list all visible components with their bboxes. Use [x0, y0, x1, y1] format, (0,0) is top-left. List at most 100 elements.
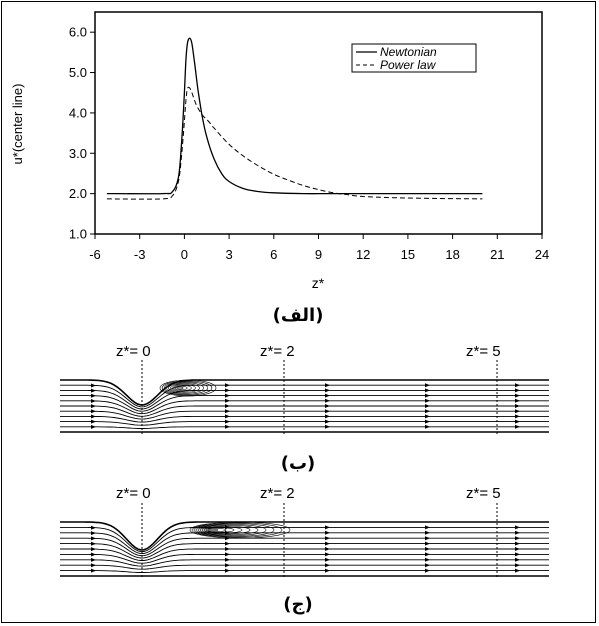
streamline	[60, 526, 549, 553]
flow-arrow	[515, 525, 520, 530]
flow-arrow	[91, 388, 96, 393]
streamline	[60, 559, 549, 567]
streamline	[60, 400, 549, 415]
streamline-panel-newtonian: z*= 0 z*= 2 z*= 5	[60, 343, 549, 434]
recirculation-contour	[191, 522, 283, 538]
streamline	[60, 421, 549, 426]
marker-label-z2: z*= 2	[260, 343, 295, 360]
x-tick-label: 0	[181, 247, 188, 262]
flow-arrow	[225, 552, 230, 557]
legend-box	[351, 43, 477, 73]
x-tick-label: 18	[445, 247, 459, 262]
marker-label-z2: z*= 2	[260, 485, 295, 502]
series-newtonian-line	[106, 37, 483, 195]
flow-arrow	[91, 536, 96, 541]
flow-arrow	[425, 563, 430, 568]
flow-arrow	[91, 547, 96, 552]
flow-arrow	[225, 424, 230, 429]
y-tick-label: 1.0	[69, 227, 87, 242]
y-tick-label: 2.0	[69, 186, 87, 201]
flow-arrow	[91, 393, 96, 398]
flow-arrow	[325, 388, 330, 393]
marker-label-z0: z*= 0	[116, 485, 151, 502]
streamline	[60, 543, 549, 559]
x-tick-label: 12	[356, 247, 370, 262]
flow-arrow	[91, 414, 96, 419]
y-tick-label: 4.0	[69, 105, 87, 120]
flow-arrow	[325, 557, 330, 562]
flow-arrow	[425, 424, 430, 429]
streamline	[60, 532, 549, 555]
flow-arrow	[225, 525, 230, 530]
streamline	[60, 564, 549, 570]
flow-arrow	[91, 419, 96, 424]
flow-arrow	[91, 568, 96, 573]
streamline	[60, 521, 549, 551]
flow-arrow	[515, 404, 520, 408]
flow-arrow	[325, 383, 330, 388]
flow-arrow	[515, 409, 520, 414]
flow-arrow	[91, 557, 96, 562]
flow-arrow	[425, 541, 430, 546]
flow-arrow	[325, 409, 330, 414]
x-tick-label: 15	[401, 247, 415, 262]
flow-arrow	[515, 530, 520, 535]
recirculation-contour	[207, 528, 219, 532]
caption-c: (ج)	[283, 594, 312, 615]
x-tick-label: -6	[89, 247, 101, 262]
y-axis-label: u*(center line)	[10, 84, 25, 165]
flow-arrow	[515, 547, 520, 551]
flow-arrow	[515, 536, 520, 541]
flow-arrow	[425, 404, 430, 408]
flow-arrow	[91, 563, 96, 568]
streamline	[60, 395, 549, 412]
recirculation-contour	[189, 521, 291, 539]
recirculation-contour	[172, 385, 192, 391]
flow-arrow	[515, 557, 520, 562]
legend: Newtonian Power law	[351, 43, 477, 73]
flow-arrow	[325, 547, 330, 551]
recirculation-contour	[168, 383, 200, 393]
flow-arrow	[91, 552, 96, 557]
x-axis-label: z*	[312, 275, 325, 291]
recirculation-contour	[193, 523, 275, 537]
streamline	[60, 389, 549, 410]
flow-arrow	[515, 414, 520, 419]
streamline	[60, 410, 549, 420]
flow-arrow	[325, 536, 330, 541]
marker-label-z5: z*= 5	[466, 343, 501, 360]
streamlines-c	[60, 521, 549, 577]
caption-a: (الف)	[273, 305, 324, 326]
flow-arrow	[425, 393, 430, 398]
flow-arrow	[425, 547, 430, 551]
legend-label-power-law: Power law	[380, 58, 437, 72]
flow-arrow	[425, 388, 430, 393]
flow-arrow	[225, 388, 230, 393]
flow-arrow	[325, 530, 330, 535]
flow-arrow	[91, 404, 96, 409]
flow-arrow	[515, 419, 520, 424]
streamline	[60, 384, 549, 408]
x-tick-label: 6	[270, 247, 277, 262]
x-tick-label: -3	[134, 247, 146, 262]
y-tick-label: 3.0	[69, 146, 87, 161]
streamline	[60, 415, 549, 423]
recirculation-contour	[205, 528, 227, 532]
x-tick-label: 9	[315, 247, 322, 262]
flow-arrow	[425, 409, 430, 414]
flow-arrow	[425, 398, 430, 403]
recirculation-contour	[174, 385, 188, 391]
flow-arrow	[515, 552, 520, 557]
flow-arrow	[225, 398, 230, 403]
flow-arrow	[325, 563, 330, 568]
y-axis: 1.0 2.0 3.0 4.0 5.0 6.0	[69, 25, 95, 242]
legend-label-newtonian: Newtonian	[380, 45, 437, 59]
flow-arrow	[225, 383, 230, 388]
centerline-velocity-chart: -6 -3 0 3 6 9 12 15 18 21 24 1.0 2.0 3.0 4.0 5.0 6.0 u*…	[10, 11, 549, 291]
flow-arrow	[225, 541, 230, 546]
flow-arrow	[425, 419, 430, 424]
flow-arrow	[325, 525, 330, 530]
flow-arrow	[425, 568, 430, 573]
flow-arrow	[515, 541, 520, 546]
